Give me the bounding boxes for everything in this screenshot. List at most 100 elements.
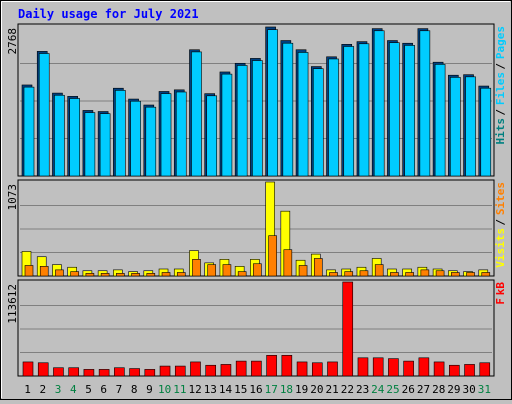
x-tick-label: 28: [432, 383, 445, 396]
chart-panels: 2768 Pages / Files / Hits 1073 Sites / Visits 1136…: [6, 23, 507, 377]
bar-files: [419, 30, 431, 177]
x-tick-label: 10: [158, 383, 171, 396]
bar-files: [267, 29, 278, 177]
x-tick-label: 1: [24, 383, 31, 396]
bar-sites: [146, 273, 156, 277]
bar-kbytes: [53, 367, 64, 377]
bar-sites: [207, 264, 217, 277]
legend-entry: Hits: [494, 118, 507, 145]
bar-files: [373, 30, 385, 177]
x-tick-label: 16: [249, 383, 262, 396]
bar-sites: [283, 249, 293, 277]
x-tick-label: 3: [55, 383, 62, 396]
bar-sites: [390, 272, 399, 277]
x-tick-label: 25: [386, 383, 399, 396]
bar-kbytes: [129, 368, 140, 377]
bar-sites: [222, 264, 232, 277]
bar-sites: [161, 272, 171, 277]
bar-files: [191, 51, 202, 177]
bar-sites: [192, 259, 201, 277]
x-tick-label: 20: [310, 383, 323, 396]
y-max-label: 1073: [6, 184, 19, 211]
bar-sites: [24, 265, 34, 277]
bar-kbytes: [83, 369, 95, 377]
legend-entry: /: [494, 109, 507, 116]
bar-files: [450, 77, 461, 177]
x-tick-label: 26: [402, 383, 415, 396]
bar-kbytes: [357, 357, 369, 377]
legend-entry: Sites: [494, 182, 507, 215]
bar-kbytes: [296, 361, 308, 377]
x-tick-label: 31: [478, 383, 491, 396]
bar-kbytes: [327, 361, 338, 377]
bar-sites: [70, 271, 79, 277]
x-axis-labels: 1 2 3 4 5 6 7 8 9 10 11 12 13 14 15 16 17 18 19 20 21 22 23 24 2…: [24, 383, 491, 396]
x-tick-label: 13: [204, 383, 217, 396]
x-tick-label: 9: [146, 383, 153, 396]
bar-kbytes: [342, 281, 354, 377]
bar-sites: [100, 273, 110, 277]
bar-files: [480, 87, 492, 177]
panel-kbytes: 113612 kB F: [6, 279, 507, 377]
bar-kbytes: [98, 369, 110, 377]
bar-kbytes: [235, 360, 247, 377]
bar-files: [160, 93, 172, 177]
legend: kB F: [494, 282, 507, 305]
x-tick-label: 23: [356, 383, 369, 396]
x-tick-label: 11: [173, 383, 186, 396]
legend-entry: F: [494, 298, 507, 305]
bar-files: [206, 95, 218, 177]
bar-kbytes: [68, 367, 79, 377]
bar-kbytes: [190, 361, 201, 377]
bar-kbytes: [449, 364, 460, 377]
bar-files: [54, 94, 65, 177]
bar-sites: [237, 271, 247, 277]
bar-files: [145, 106, 157, 177]
bar-files: [130, 100, 141, 177]
bar-files: [328, 58, 339, 177]
x-tick-label: 18: [280, 383, 293, 396]
x-tick-label: 2: [40, 383, 47, 396]
legend-entry: kB: [494, 282, 507, 296]
bar-kbytes: [205, 364, 217, 377]
legend: Sites / Visits: [494, 182, 507, 268]
bar-kbytes: [311, 362, 323, 377]
bar-sites: [116, 273, 125, 277]
bar-sites: [268, 235, 277, 277]
y-max-label: 113612: [6, 284, 19, 324]
bar-files: [175, 91, 187, 177]
legend-entry: /: [494, 219, 507, 226]
x-tick-label: 17: [265, 383, 278, 396]
bar-kbytes: [114, 367, 125, 377]
panel-visits-sites: 1073 Sites / Visits: [6, 179, 507, 277]
bar-sites: [466, 272, 475, 277]
bar-files: [434, 64, 446, 177]
x-tick-label: 24: [371, 383, 385, 396]
x-tick-label: 22: [341, 383, 354, 396]
bar-files: [221, 73, 233, 177]
bar-files: [69, 98, 80, 177]
x-tick-label: 12: [188, 383, 201, 396]
bar-sites: [313, 258, 323, 277]
bar-sites: [176, 272, 186, 277]
x-tick-label: 21: [326, 383, 339, 396]
x-tick-label: 19: [295, 383, 308, 396]
bar-kbytes: [144, 369, 156, 377]
bar-kbytes: [220, 364, 232, 377]
bar-kbytes: [22, 361, 34, 377]
bar-sites: [55, 269, 64, 277]
bar-sites: [131, 273, 140, 277]
bar-sites: [329, 272, 338, 277]
bar-kbytes: [174, 365, 186, 377]
bar-sites: [420, 269, 430, 277]
bar-files: [282, 42, 294, 177]
x-tick-label: 15: [234, 383, 247, 396]
bar-kbytes: [418, 357, 430, 377]
bar-kbytes: [281, 355, 293, 377]
chart-title: Daily usage for July 2021: [18, 7, 199, 21]
x-tick-label: 30: [463, 383, 476, 396]
x-tick-label: 27: [417, 383, 430, 396]
bar-files: [465, 76, 476, 177]
legend-entry: Files: [494, 72, 507, 105]
